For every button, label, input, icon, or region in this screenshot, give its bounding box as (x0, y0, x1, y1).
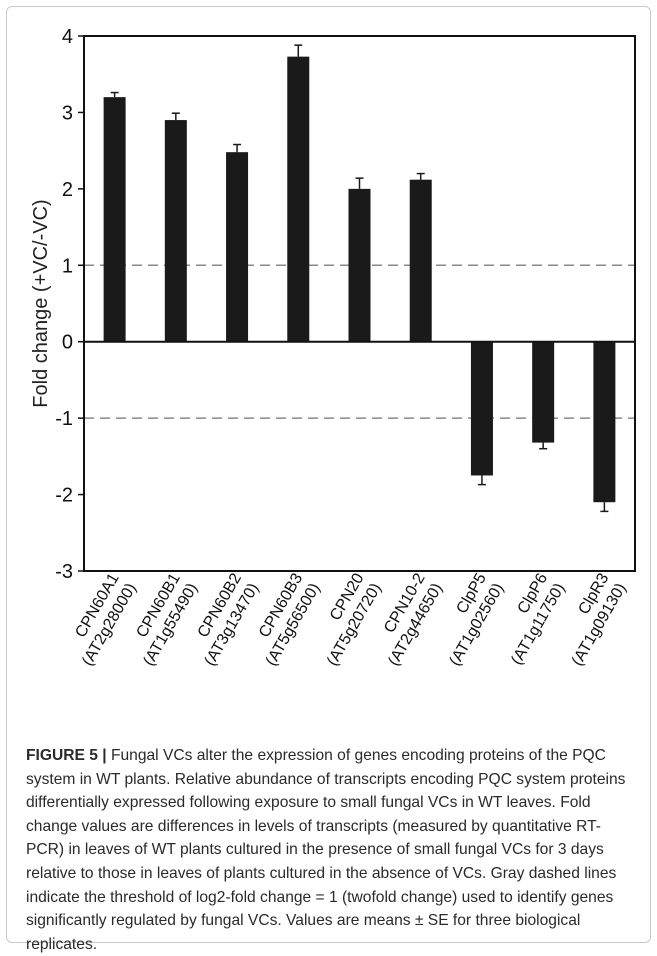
bar (164, 120, 187, 342)
bar (103, 97, 126, 342)
bar-chart: Fold change (+VC/-VC) -3 -2 -1 0 1 2 3 4 CPN60A… (30, 26, 636, 669)
x-tick-label-group: CPN60B2(AT3g13470) (195, 570, 263, 668)
y-tick-label: -3 (55, 561, 73, 583)
bar (287, 56, 310, 342)
x-tick-label-group: ClpP5(AT1g02560) (446, 570, 507, 668)
caption-text: Fungal VCs alter the expression of genes… (26, 747, 626, 953)
figure-label: FIGURE 5 | (26, 747, 107, 764)
y-tick-label: 1 (62, 255, 73, 277)
bar (226, 152, 249, 342)
y-tick-label: -2 (55, 485, 73, 507)
x-tick-label-group: CPN60B1(AT1g55490) (134, 570, 202, 668)
x-tick-label-group: CPN20(AT5g20720) (324, 570, 385, 668)
bar (470, 341, 493, 476)
y-axis-label-group: Fold change (+VC/-VC) (30, 199, 52, 407)
figure-caption: FIGURE 5 | Fungal VCs alter the expressi… (26, 744, 634, 956)
y-tick-label: 2 (62, 179, 73, 201)
axes (83, 35, 636, 572)
x-tick-label-group: CPN10-2(AT2g44650) (381, 570, 446, 668)
y-tick-label: 3 (62, 102, 73, 124)
plot-frame (83, 35, 636, 572)
x-tick-label-group: ClpP6(AT1g11750) (508, 570, 568, 667)
bar (532, 341, 555, 443)
bar (409, 179, 432, 342)
y-tick-label: 0 (62, 332, 73, 354)
y-tick-label: 4 (62, 26, 73, 48)
x-tick-label-group: ClpR3(AT1g09130) (569, 570, 630, 668)
x-tick-label-group: CPN60A1(AT2g28000) (72, 570, 140, 668)
y-tick-label: -1 (55, 408, 73, 430)
bar (348, 188, 371, 342)
y-axis-label: Fold change (+VC/-VC) (30, 199, 52, 407)
bar (593, 341, 616, 503)
y-axis-ticks: -3 -2 -1 0 1 2 3 4 (55, 26, 84, 583)
x-axis-labels: CPN60A1(AT2g28000)CPN60B1(AT1g55490)CPN6… (72, 570, 630, 668)
bars (103, 44, 616, 513)
x-tick-label-group: CPN60B3(AT5g56500) (256, 570, 324, 668)
